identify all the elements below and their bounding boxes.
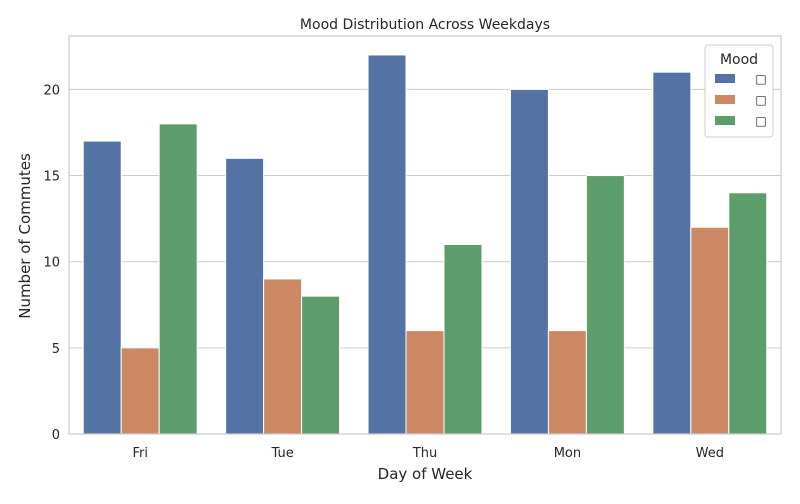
bar-fri-series-1 [82,140,122,435]
bars [82,54,768,435]
y-tick-label: 15 [43,170,60,185]
tick-labels: 0 5 10 15 20 Fri Tue Thu Mon Wed [43,83,724,461]
legend-frame [704,44,774,138]
y-tick-label: 0 [52,428,60,443]
bar-mon-series-1 [509,88,549,435]
x-tick-label: Tue [270,446,293,461]
legend: Mood □ □ □ [704,44,774,138]
bar-mon-series-3 [585,175,625,435]
bar-wed-series-3 [728,192,768,435]
legend-entry-label: □ [755,93,766,107]
x-tick-label: Wed [696,446,724,461]
bar-tue-series-3 [301,295,341,435]
bar-tue-series-1 [225,157,265,435]
legend-entry-label: □ [755,114,766,128]
legend-swatch [715,95,735,104]
y-tick-label: 20 [43,83,60,98]
bar-thu-series-3 [443,243,483,435]
bar-thu-series-2 [405,330,445,435]
y-tick-label: 5 [52,342,60,357]
bar-wed-series-2 [690,226,730,435]
bar-fri-series-3 [158,123,198,435]
x-axis-label: Day of Week [378,465,473,483]
bar-tue-series-2 [263,278,303,435]
chart-title: Mood Distribution Across Weekdays [300,17,550,33]
plot-frame [68,35,782,435]
bar-mon-series-2 [547,330,587,435]
x-tick-label: Mon [554,446,581,461]
x-tick-label: Fri [132,446,148,461]
axes [68,35,782,435]
legend-entry-label: □ [755,72,766,86]
legend-swatch [715,116,735,125]
legend-items: □ □ □ [715,72,767,128]
legend-title: Mood [720,52,758,68]
y-axis-label: Number of Commutes [16,153,34,319]
bar-fri-series-2 [120,347,160,435]
y-tick-label: 10 [43,256,60,271]
bar-thu-series-1 [367,54,407,435]
x-tick-label: Thu [412,446,437,461]
bar-wed-series-1 [652,71,692,435]
legend-swatch [715,74,735,83]
